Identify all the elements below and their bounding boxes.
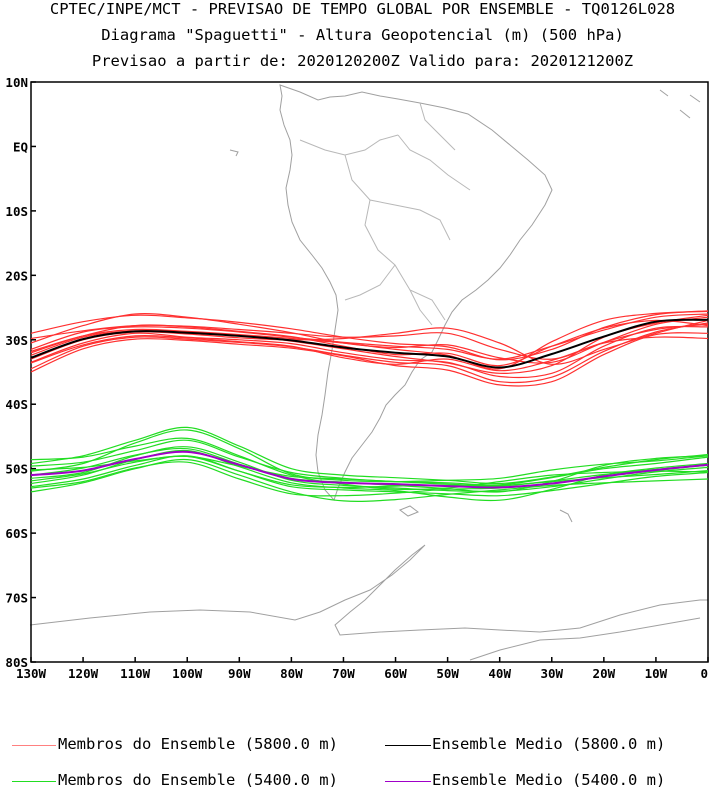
caribbean-islands	[659, 89, 701, 119]
lon-tick-label: 130W	[16, 666, 47, 681]
member-5800-11	[30, 324, 709, 360]
south-america-coast	[279, 84, 553, 501]
member-5400-6	[30, 447, 709, 493]
lat-tick-label: 50S	[5, 462, 28, 477]
title-line-1: CPTEC/INPE/MCT - PREVISAO DE TEMPO GLOBA…	[49, 0, 676, 18]
legend-swatch-mean-5400	[385, 781, 431, 782]
latitude-axis: 10N EQ 10S 20S 30S 40S 50S 60S 70S 80S	[5, 75, 36, 670]
galapagos	[229, 149, 239, 157]
lat-tick-label: 20S	[5, 268, 28, 283]
lat-tick-label: 10S	[5, 204, 28, 219]
lat-tick-label: 80S	[5, 655, 28, 670]
legend-swatch-mean-5800	[385, 745, 431, 746]
legend-label-mean-5400: Ensemble Medio (5400.0 m)	[432, 771, 666, 789]
legend-label-members-5800: Membros do Ensemble (5800.0 m)	[58, 735, 338, 753]
lon-tick-label: 100W	[172, 666, 203, 681]
lon-tick-label: 60W	[384, 666, 407, 681]
ensemble-mean-5800-line	[30, 318, 709, 369]
lat-tick-label: 70S	[5, 591, 28, 606]
member-5800-7	[30, 313, 709, 364]
lon-tick-label: 50W	[436, 666, 459, 681]
coastlines	[29, 84, 708, 661]
member-5400-11	[30, 426, 709, 485]
member-5800-8	[30, 332, 709, 387]
weddell-coast	[469, 617, 701, 661]
legend-swatch-members-5800	[12, 745, 56, 746]
south-georgia	[559, 509, 573, 523]
lon-tick-label: 80W	[280, 666, 303, 681]
member-5800-3	[30, 322, 709, 384]
country-borders	[299, 102, 471, 326]
title-line-2: Diagrama "Spaguetti" - Altura Geopotenci…	[101, 26, 624, 44]
lat-tick-label: 30S	[5, 333, 28, 348]
lon-tick-label: 10W	[645, 666, 668, 681]
lon-tick-label: 40W	[488, 666, 511, 681]
lat-tick-label: 60S	[5, 526, 28, 541]
member-5800-2	[30, 313, 709, 360]
member-5400-3	[30, 455, 709, 497]
ensemble-mean-5400-line	[30, 450, 709, 489]
lon-tick-label: 110W	[120, 666, 151, 681]
member-5400-4	[30, 429, 709, 483]
member-5400-9	[30, 455, 709, 487]
lon-tick-label: 30W	[540, 666, 563, 681]
lon-tick-label: 90W	[228, 666, 251, 681]
lon-tick-label: 0	[700, 666, 708, 681]
member-5800-1	[30, 325, 709, 379]
lon-tick-label: 70W	[332, 666, 355, 681]
legend-label-members-5400: Membros do Ensemble (5400.0 m)	[58, 771, 338, 789]
legend-swatch-members-5400	[12, 781, 56, 782]
lon-tick-label: 20W	[593, 666, 616, 681]
legend-label-mean-5800: Ensemble Medio (5800.0 m)	[432, 735, 666, 753]
antarctica-coast	[29, 544, 708, 636]
contour-lines	[30, 310, 709, 502]
title-line-3: Previsao a partir de: 2020120200Z Valido…	[91, 52, 634, 70]
lat-tick-label: EQ	[13, 139, 28, 154]
lat-tick-label: 40S	[5, 397, 28, 412]
lon-tick-label: 120W	[68, 666, 99, 681]
plot-frame	[30, 81, 709, 663]
member-5800-9	[30, 310, 709, 370]
longitude-axis: 130W 120W 110W 100W 90W 80W 70W 60W 50W 40W 30W 20W…	[16, 657, 709, 681]
lat-tick-label: 10N	[5, 75, 28, 90]
falkland-islands	[398, 505, 420, 517]
member-5400-12	[30, 455, 709, 489]
